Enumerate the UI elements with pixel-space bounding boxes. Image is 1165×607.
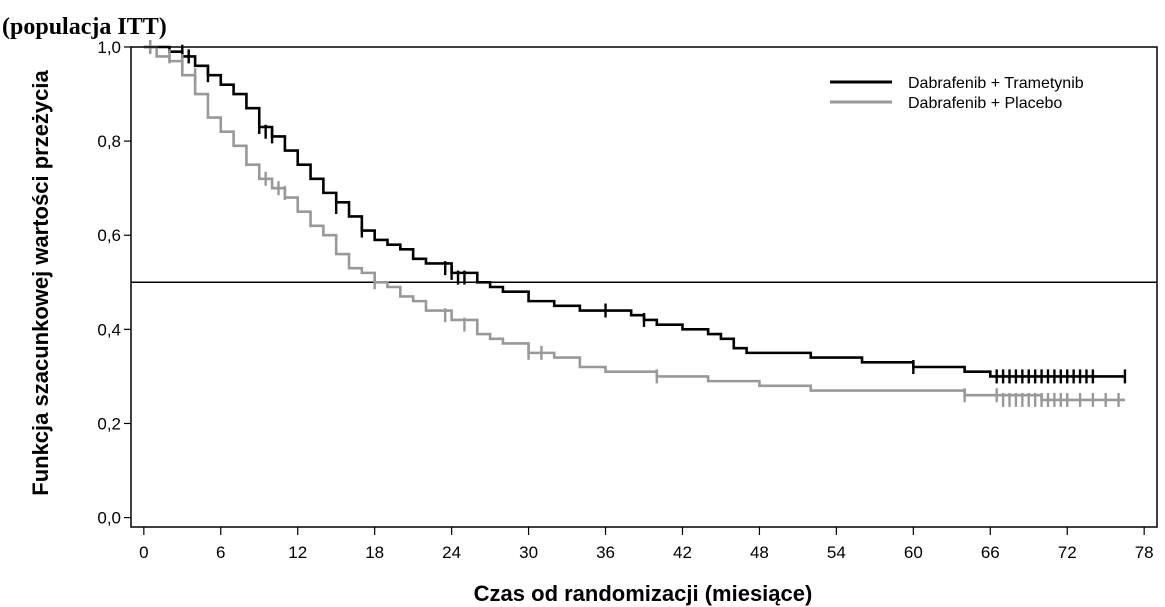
- x-tick-label: 36: [596, 543, 615, 562]
- x-tick-label: 60: [904, 543, 923, 562]
- survival-curve: [143, 45, 1125, 402]
- series-layer: [143, 40, 1127, 407]
- x-tick-label: 48: [750, 543, 769, 562]
- y-tick-label: 0,6: [97, 226, 121, 245]
- legend-label: Dabrafenib + Trametynib: [908, 75, 1084, 92]
- x-axis-title: Czas od randomizacji (miesiące): [474, 581, 813, 606]
- x-tick-label: 12: [288, 543, 307, 562]
- chart-title-subtitle: (populacja ITT): [2, 14, 167, 40]
- y-tick-label: 0,0: [97, 509, 121, 528]
- x-tick-label: 78: [1135, 543, 1154, 562]
- y-axis: 0,0 0,2 0,4 0,6 0,8 1,0: [97, 38, 131, 528]
- x-tick-label: 6: [216, 543, 225, 562]
- series-dabrafenib-placebo: [143, 40, 1125, 407]
- x-tick-label: 42: [673, 543, 692, 562]
- x-tick-label: 66: [981, 543, 1000, 562]
- plot-frame: [130, 46, 1158, 528]
- y-tick-label: 1,0: [97, 38, 121, 57]
- x-tick-label: 18: [365, 543, 384, 562]
- x-tick-label: 30: [519, 543, 538, 562]
- x-tick-label: 0: [139, 543, 148, 562]
- legend-label: Dabrafenib + Placebo: [908, 95, 1062, 112]
- x-axis: 0 6 12 18 24 30 36 42 48 54 60 66 72 78: [139, 527, 1154, 562]
- legend: Dabrafenib + Trametynib Dabrafenib + Plac…: [830, 75, 1084, 112]
- y-tick-label: 0,2: [97, 414, 121, 433]
- y-axis-title: Funkcja szacunkowej wartości przeżycia: [28, 69, 53, 495]
- x-tick-label: 24: [442, 543, 461, 562]
- x-tick-label: 72: [1058, 543, 1077, 562]
- x-tick-label: 54: [827, 543, 846, 562]
- y-tick-label: 0,4: [97, 320, 121, 339]
- y-tick-label: 0,8: [97, 132, 121, 151]
